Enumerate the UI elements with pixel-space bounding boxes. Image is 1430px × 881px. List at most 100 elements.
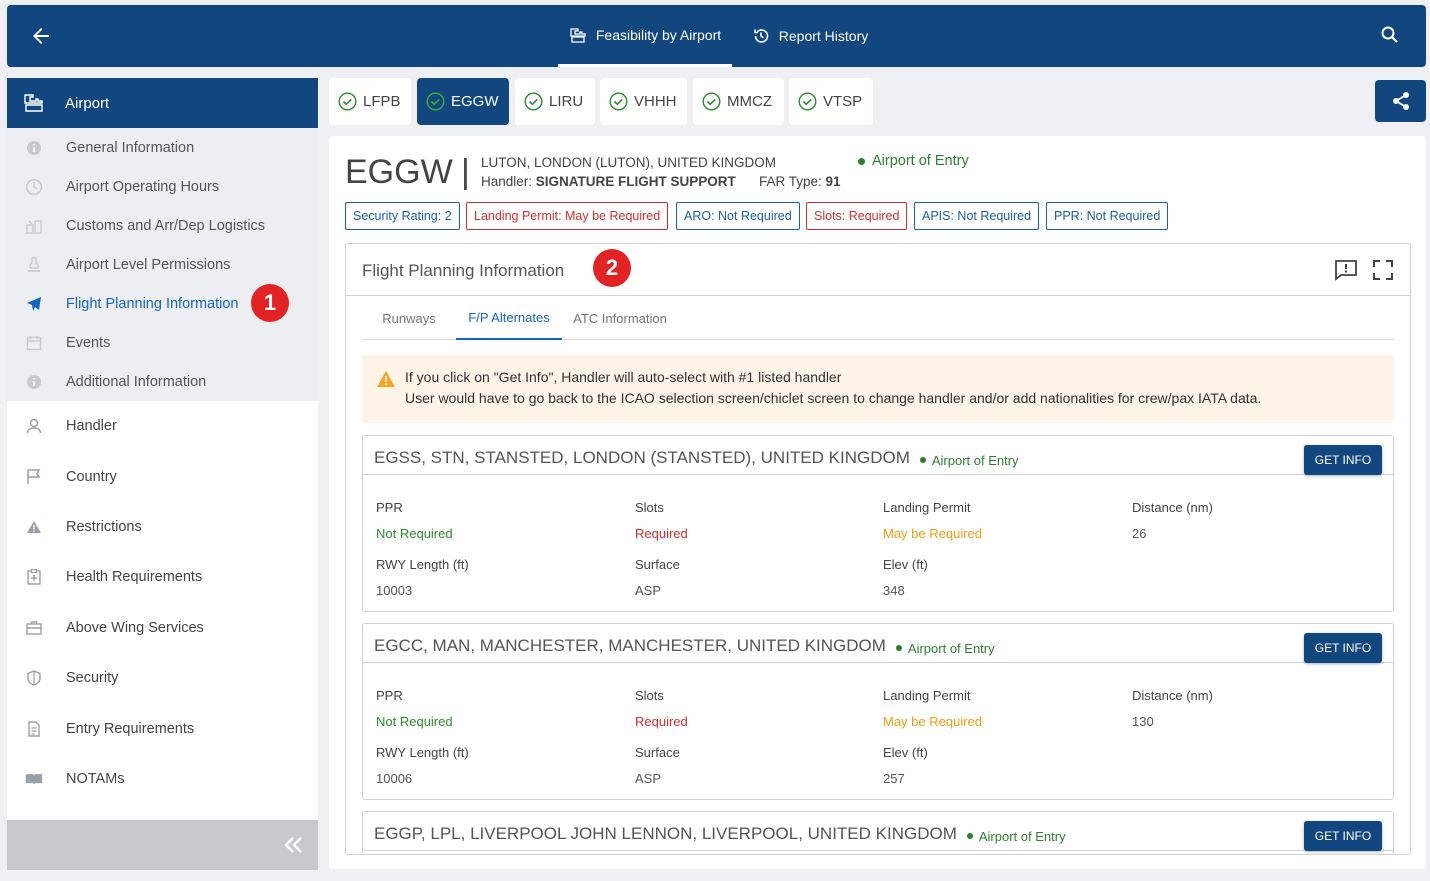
- sidebar-collapse-bar: [7, 820, 318, 870]
- landing-permit-value: May be Required: [883, 714, 982, 729]
- tab-feasibility-label: Feasibility by Airport: [595, 26, 722, 43]
- distance-label: Distance (nm): [1132, 500, 1213, 515]
- info-warning-banner: If you click on "Get Info", Handler will…: [362, 355, 1394, 423]
- airport-chip-liru[interactable]: LIRU: [515, 78, 595, 125]
- slots-value: Required: [635, 526, 688, 541]
- flight-planning-title: Flight Planning Information: [362, 261, 565, 280]
- sidebar-item-label: General Information: [66, 139, 195, 156]
- sidebar-item-label: Entry Requirements: [66, 720, 195, 737]
- main-panel: EGGW | LUTON, LONDON (LUTON), UNITED KIN…: [329, 136, 1426, 869]
- landing-permit-label: Landing Permit: [883, 500, 971, 515]
- airport-chip-label: MMCZ: [727, 93, 772, 110]
- alternate-entry-label: Airport of Entry: [907, 640, 995, 656]
- flag-icon: [25, 468, 43, 486]
- airport-chip-label: VTSP: [823, 93, 863, 110]
- customs-icon: [25, 217, 43, 235]
- info-icon: [25, 139, 43, 157]
- far-type: FAR Type: 91: [759, 174, 841, 189]
- sidebar-item-restrictions[interactable]: Restrictions: [7, 502, 318, 552]
- ppr-value: Not Required: [376, 714, 453, 729]
- feedback-icon[interactable]: [1334, 259, 1358, 281]
- check-circle-icon: [338, 92, 363, 111]
- rwy-length-label: RWY Length (ft): [376, 745, 469, 760]
- sidebar-item-label: NOTAMs: [66, 770, 125, 787]
- fullscreen-icon[interactable]: [1372, 259, 1394, 281]
- distance-label: Distance (nm): [1132, 688, 1213, 703]
- alternate-entry-label: Airport of Entry: [978, 828, 1066, 844]
- get-info-button[interactable]: GET INFO: [1304, 821, 1382, 851]
- airplane-icon: [25, 295, 43, 313]
- handler-label: Handler:: [481, 174, 533, 189]
- sidebar-item-entry-requirements[interactable]: Entry Requirements: [7, 703, 318, 753]
- sidebar-header-airport[interactable]: Airport: [7, 78, 318, 128]
- clock-icon: [25, 178, 43, 196]
- tab-fp-alternates[interactable]: F/P Alternates: [456, 296, 562, 340]
- landing-permit-label: Landing Permit: [883, 688, 971, 703]
- warning-line-2: User would have to go back to the ICAO s…: [405, 390, 1262, 406]
- share-button[interactable]: [1375, 80, 1426, 122]
- airport-entry-label: Airport of Entry: [872, 153, 969, 169]
- info-icon: [25, 373, 43, 391]
- get-info-button[interactable]: GET INFO: [1304, 445, 1382, 475]
- history-icon: [752, 27, 779, 45]
- airport-name: LUTON, LONDON (LUTON), UNITED KINGDOM: [481, 155, 777, 170]
- sidebar-item-security[interactable]: Security: [7, 653, 318, 703]
- sidebar-item-label: Additional Information: [66, 373, 207, 390]
- airport-tower-icon: [569, 26, 596, 44]
- tab-runways[interactable]: Runways: [382, 310, 436, 326]
- search-icon[interactable]: [1380, 25, 1402, 47]
- airport-chip-label: LIRU: [549, 93, 584, 110]
- ppr-value: Not Required: [376, 526, 453, 541]
- alternate-card-header: EGCC, MAN, MANCHESTER, MANCHESTER, UNITE…: [363, 624, 1393, 663]
- medical-clipboard-icon: [25, 568, 43, 586]
- sidebar-item-country[interactable]: Country: [7, 451, 318, 501]
- sidebar-item-above-wing-services[interactable]: Above Wing Services: [7, 603, 318, 653]
- tag-slots: Slots: Required: [806, 202, 908, 230]
- sidebar-item-events[interactable]: Events: [7, 323, 318, 362]
- airport-handler: Handler: SIGNATURE FLIGHT SUPPORT: [481, 174, 736, 189]
- airport-chip-label: LFPB: [363, 93, 401, 110]
- document-icon: [25, 720, 43, 738]
- distance-value: 130: [1132, 714, 1154, 729]
- sidebar-item-airport-level-permissions[interactable]: Airport Level Permissions: [7, 245, 318, 284]
- sidebar-item-airport-operating-hours[interactable]: Airport Operating Hours: [7, 167, 318, 206]
- sidebar-item-health-requirements[interactable]: Health Requirements: [7, 552, 318, 602]
- sidebar-item-customs[interactable]: Customs and Arr/Dep Logistics: [7, 206, 318, 245]
- back-arrow-icon[interactable]: [29, 24, 53, 48]
- elev-label: Elev (ft): [883, 745, 928, 760]
- ppr-label: PPR: [376, 688, 403, 703]
- airport-chip-vtsp[interactable]: VTSP: [789, 78, 873, 125]
- sidebar-item-notams[interactable]: NOTAMs: [7, 754, 318, 804]
- sidebar-item-label: Airport Operating Hours: [66, 178, 220, 195]
- airport-chip-vhhh[interactable]: VHHH: [600, 78, 687, 125]
- handler-value: SIGNATURE FLIGHT SUPPORT: [535, 174, 736, 189]
- tab-feasibility-by-airport[interactable]: Feasibility by Airport: [558, 5, 732, 67]
- alternate-card-header: EGGP, LPL, LIVERPOOL JOHN LENNON, LIVERP…: [363, 812, 1393, 851]
- tab-report-history[interactable]: Report History: [745, 5, 875, 67]
- tab-atc-information[interactable]: ATC Information: [573, 310, 667, 326]
- alternate-entry-label: Airport of Entry: [931, 452, 1019, 468]
- airport-chip-eggw[interactable]: EGGW: [417, 78, 509, 125]
- sidebar-header-label: Airport: [65, 94, 110, 112]
- status-dot: [919, 457, 926, 463]
- top-bar: Feasibility by Airport Report History: [7, 5, 1426, 67]
- airport-chip-lfpb[interactable]: LFPB: [329, 78, 411, 125]
- alternate-title-text: EGSS, STN, STANSTED, LONDON (STANSTED), …: [374, 448, 910, 467]
- sidebar-item-handler[interactable]: Handler: [7, 401, 318, 451]
- sidebar-item-additional-information[interactable]: Additional Information: [7, 362, 318, 401]
- flight-planning-panel: Flight Planning Information 2 Runways F/…: [345, 243, 1411, 855]
- flight-planning-header: Flight Planning Information 2: [346, 244, 1410, 296]
- sidebar-item-general-information[interactable]: General Information: [7, 128, 318, 167]
- check-circle-icon: [524, 92, 549, 111]
- surface-value: ASP: [635, 771, 662, 786]
- alternate-title-text: EGGP, LPL, LIVERPOOL JOHN LENNON, LIVERP…: [374, 824, 957, 843]
- alternate-card: EGCC, MAN, MANCHESTER, MANCHESTER, UNITE…: [362, 623, 1394, 800]
- get-info-button[interactable]: GET INFO: [1304, 633, 1382, 663]
- person-icon: [25, 417, 43, 435]
- alternate-title-text: EGCC, MAN, MANCHESTER, MANCHESTER, UNITE…: [374, 636, 886, 655]
- airport-chip-mmcz[interactable]: MMCZ: [693, 78, 784, 125]
- sidebar-item-flight-planning-information[interactable]: Flight Planning Information 1: [7, 284, 318, 323]
- briefcase-icon: [25, 619, 43, 637]
- rwy-length-label: RWY Length (ft): [376, 557, 469, 572]
- alternate-entry-status: Airport of Entry: [895, 640, 995, 656]
